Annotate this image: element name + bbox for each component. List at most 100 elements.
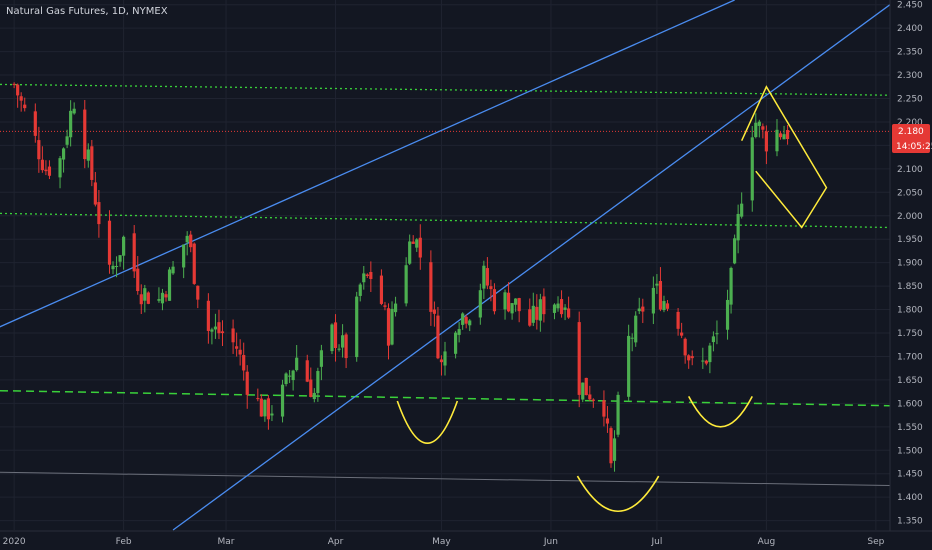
candle-body[interactable] xyxy=(612,438,617,461)
candle-body[interactable] xyxy=(432,309,436,314)
candle-body[interactable] xyxy=(559,299,564,315)
candle-body[interactable] xyxy=(683,338,687,356)
candle-body[interactable] xyxy=(139,294,143,305)
candle-body[interactable] xyxy=(270,413,274,416)
candle-body[interactable] xyxy=(588,394,592,400)
candle-body[interactable] xyxy=(72,108,76,114)
candle-body[interactable] xyxy=(111,265,115,270)
candle-body[interactable] xyxy=(563,307,567,310)
candle-body[interactable] xyxy=(538,299,542,321)
candle-body[interactable] xyxy=(665,303,670,309)
candle-body[interactable] xyxy=(651,287,655,314)
candle-body[interactable] xyxy=(542,296,546,315)
candle-body[interactable] xyxy=(602,400,606,417)
candle-body[interactable] xyxy=(492,289,497,312)
candle-body[interactable] xyxy=(461,313,465,325)
candle-body[interactable] xyxy=(764,131,768,152)
candle-body[interactable] xyxy=(655,283,659,286)
candle-body[interactable] xyxy=(630,337,634,339)
candle-body[interactable] xyxy=(517,298,521,312)
candle-body[interactable] xyxy=(408,241,412,264)
candle-body[interactable] xyxy=(757,121,761,126)
candle-body[interactable] xyxy=(143,288,147,301)
candle-body[interactable] xyxy=(192,243,196,284)
candle-body[interactable] xyxy=(358,284,362,296)
candle-body[interactable] xyxy=(344,334,348,359)
candle-body[interactable] xyxy=(386,308,391,346)
candle-body[interactable] xyxy=(284,373,288,385)
candle-body[interactable] xyxy=(725,299,730,330)
candle-body[interactable] xyxy=(231,328,235,343)
candle-body[interactable] xyxy=(93,182,97,205)
candle-body[interactable] xyxy=(634,315,638,343)
candle-body[interactable] xyxy=(775,129,779,152)
candle-body[interactable] xyxy=(708,345,712,363)
candle-body[interactable] xyxy=(256,398,260,400)
candle-body[interactable] xyxy=(118,255,122,262)
candle-body[interactable] xyxy=(482,265,486,289)
candle-body[interactable] xyxy=(436,315,440,359)
candle-body[interactable] xyxy=(355,296,359,358)
candle-body[interactable] xyxy=(736,213,740,241)
candle-body[interactable] xyxy=(676,311,680,329)
candle-body[interactable] xyxy=(97,202,101,225)
candle-body[interactable] xyxy=(167,269,172,301)
candle-body[interactable] xyxy=(330,324,334,352)
candle-body[interactable] xyxy=(19,96,23,101)
candle-body[interactable] xyxy=(740,203,744,217)
candle-body[interactable] xyxy=(379,275,384,304)
candle-body[interactable] xyxy=(485,268,489,286)
candle-body[interactable] xyxy=(157,299,161,301)
candle-body[interactable] xyxy=(182,244,186,268)
candle-body[interactable] xyxy=(12,83,16,85)
candle-body[interactable] xyxy=(503,292,507,310)
candle-body[interactable] xyxy=(333,322,338,348)
candle-body[interactable] xyxy=(489,286,493,290)
candle-body[interactable] xyxy=(443,351,447,366)
candle-body[interactable] xyxy=(309,379,313,397)
candle-body[interactable] xyxy=(535,306,539,320)
candle-body[interactable] xyxy=(107,220,112,265)
candle-body[interactable] xyxy=(704,360,708,364)
candle-body[interactable] xyxy=(235,346,239,349)
candle-body[interactable] xyxy=(514,298,518,305)
candle-body[interactable] xyxy=(478,290,482,318)
candle-body[interactable] xyxy=(754,122,758,138)
candle-body[interactable] xyxy=(291,370,295,381)
candle-body[interactable] xyxy=(242,355,246,371)
candle-body[interactable] xyxy=(369,272,373,279)
candle-body[interactable] xyxy=(418,237,422,258)
candle-body[interactable] xyxy=(605,418,610,424)
candle-body[interactable] xyxy=(506,292,511,312)
candle-body[interactable] xyxy=(365,274,369,276)
candle-body[interactable] xyxy=(266,398,271,420)
candle-body[interactable] xyxy=(510,303,514,314)
candle-body[interactable] xyxy=(641,306,645,312)
candle-body[interactable] xyxy=(58,158,62,178)
candle-body[interactable] xyxy=(362,273,366,283)
candle-body[interactable] xyxy=(171,266,175,274)
candle-body[interactable] xyxy=(316,371,320,394)
candle-body[interactable] xyxy=(528,309,532,326)
candle-body[interactable] xyxy=(83,109,87,160)
candle-body[interactable] xyxy=(217,322,221,334)
candle-body[interactable] xyxy=(658,281,663,310)
candle-body[interactable] xyxy=(280,384,285,417)
candles[interactable] xyxy=(12,82,790,472)
candle-body[interactable] xyxy=(711,336,716,343)
candle-body[interactable] xyxy=(577,322,581,395)
candle-body[interactable] xyxy=(160,292,165,304)
candle-body[interactable] xyxy=(531,305,535,323)
candle-body[interactable] xyxy=(591,399,595,401)
candle-body[interactable] xyxy=(778,133,783,138)
candle-body[interactable] xyxy=(627,335,631,397)
candle-body[interactable] xyxy=(552,304,557,313)
candle-body[interactable] xyxy=(404,265,408,304)
candle-body[interactable] xyxy=(206,300,210,331)
candle-body[interactable] xyxy=(238,349,242,355)
candle-body[interactable] xyxy=(288,375,292,377)
time-axis[interactable]: 2020 Feb Mar Apr May Jun Jul Aug Sep xyxy=(0,530,932,547)
candle-body[interactable] xyxy=(44,169,48,172)
candle-body[interactable] xyxy=(715,333,719,335)
